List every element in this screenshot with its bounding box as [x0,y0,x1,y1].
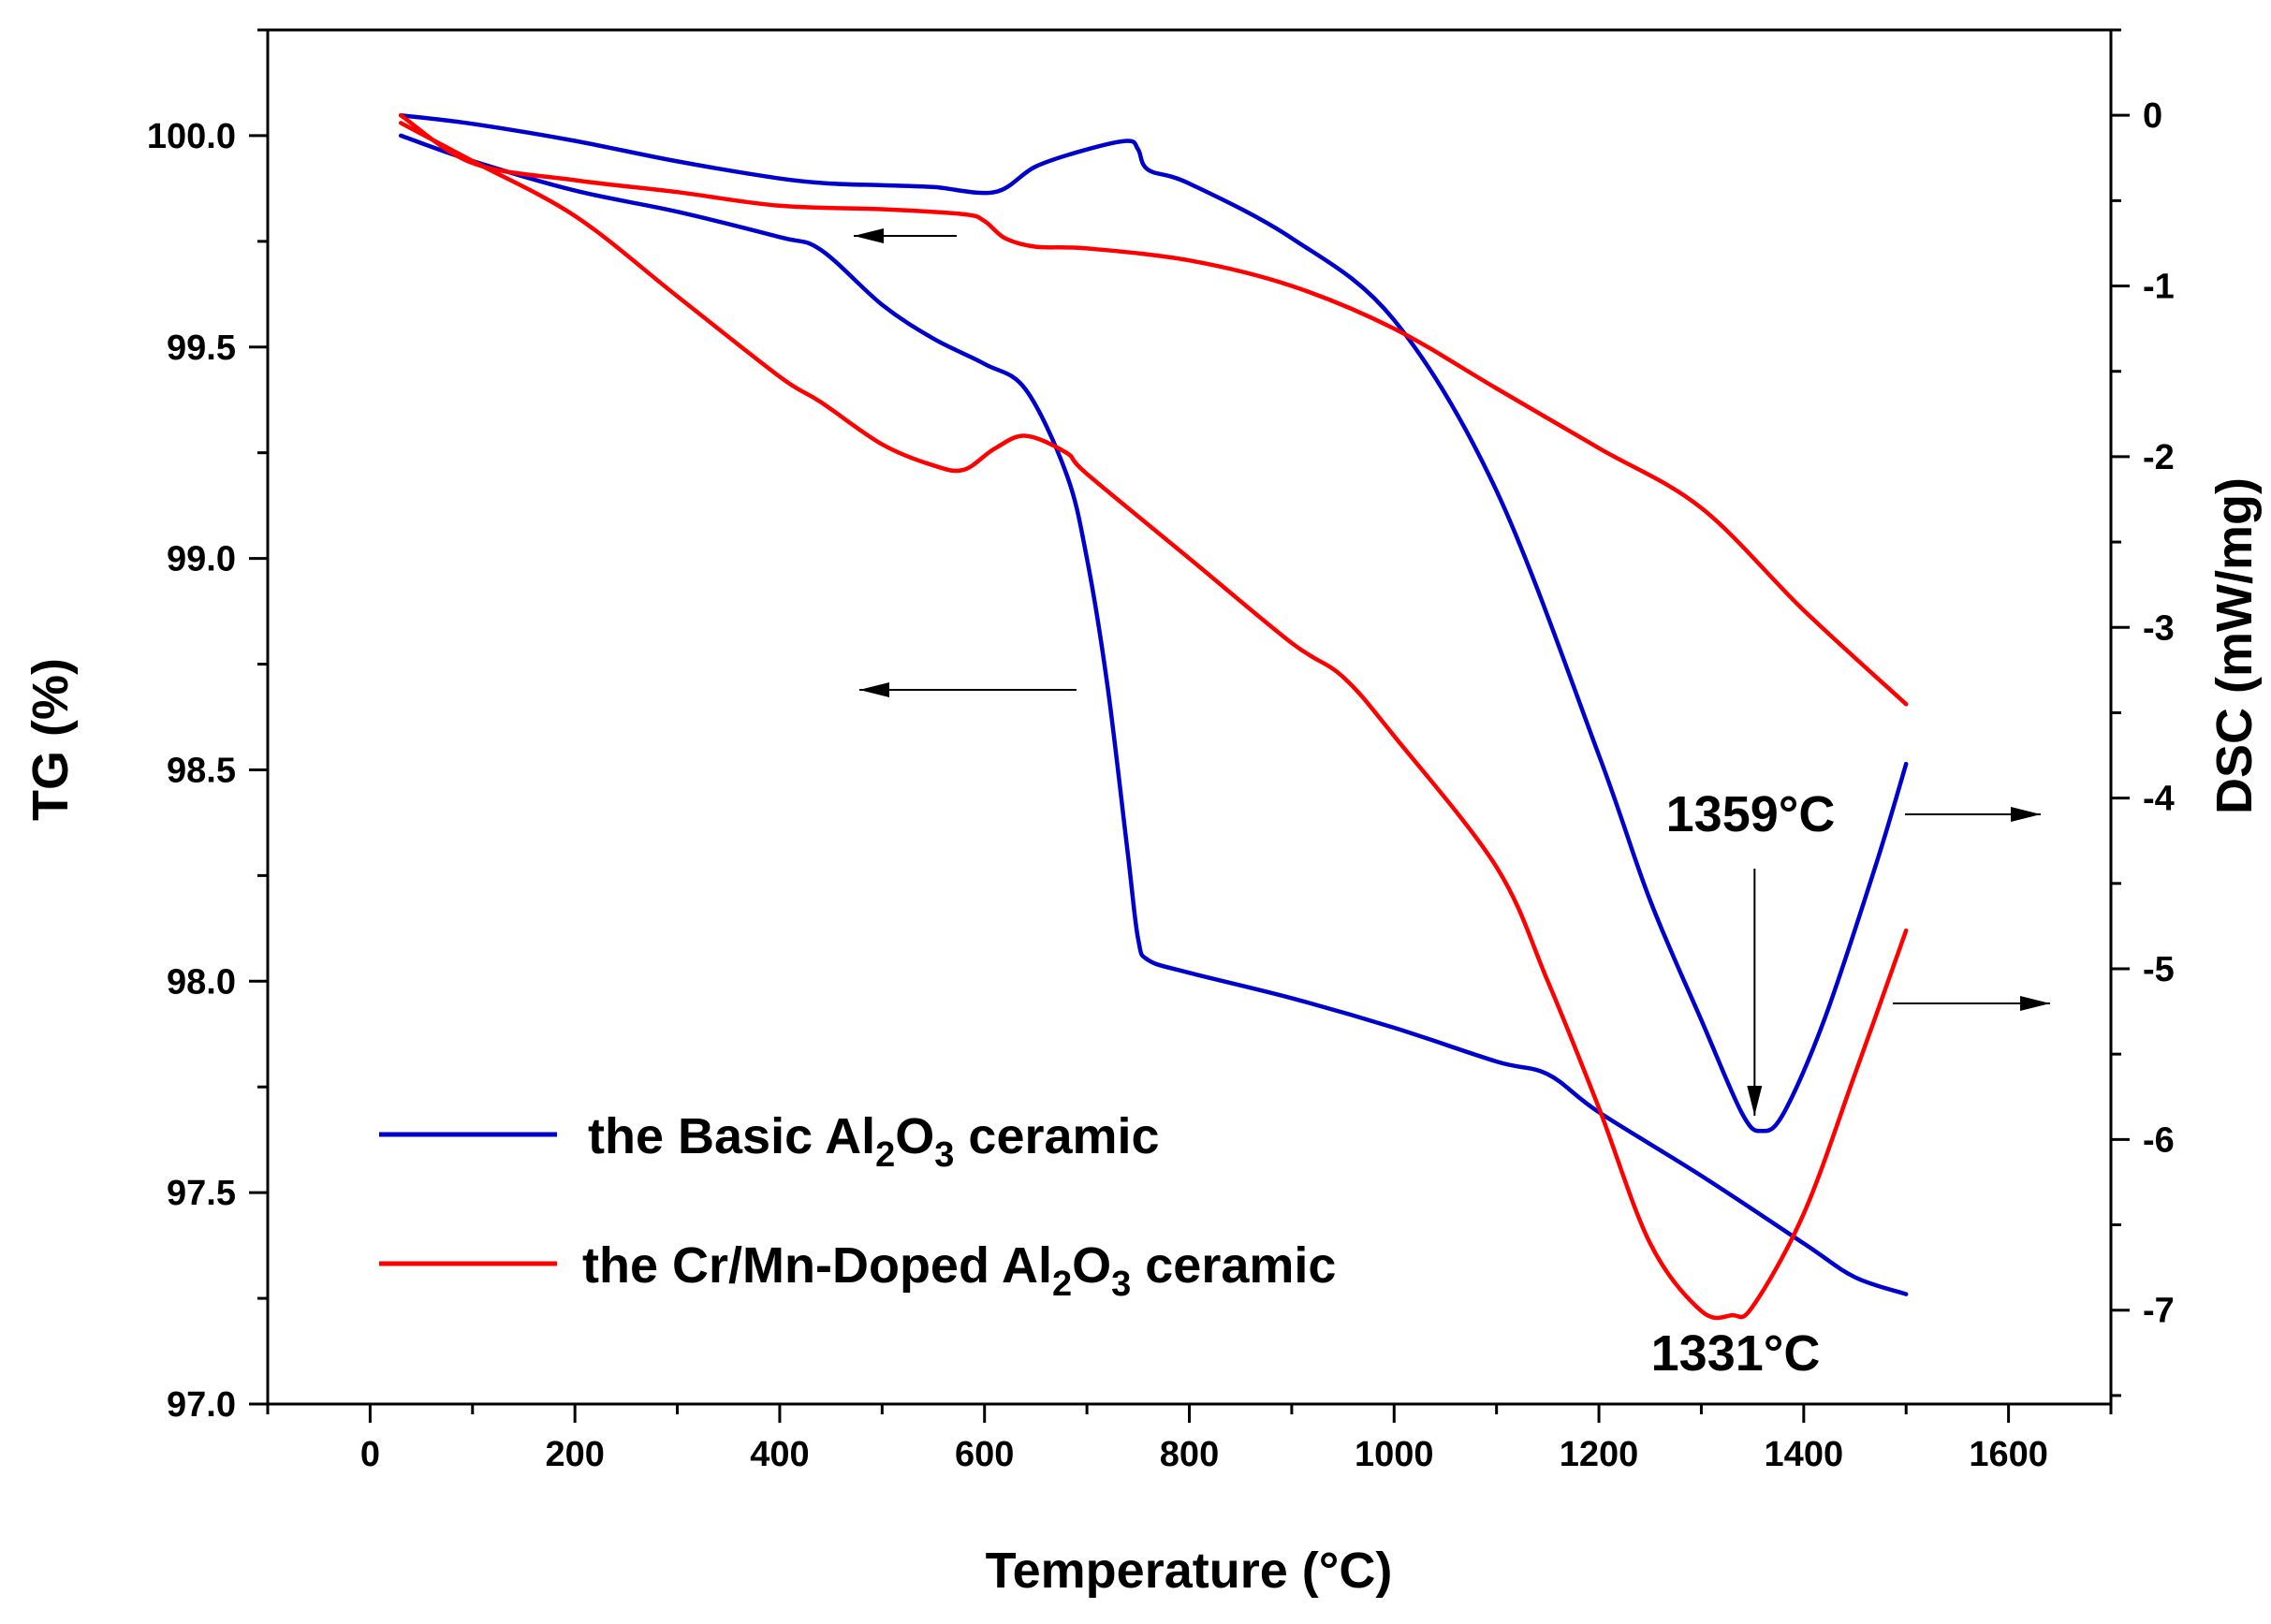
plot-frame [266,28,2113,1406]
legend-label-basic: the Basic Al2O3 ceramic [588,1108,1160,1175]
y-right-tick-label: -2 [2143,438,2175,477]
data-series [398,112,1909,1321]
x-tick-label: 1400 [1765,1435,1844,1474]
x-tick-labels: 0 200 400 600 800 1000 1200 1400 1600 [360,1435,2048,1474]
series-dsc-basic [398,112,1909,1134]
x-tick-label: 0 [360,1435,380,1474]
legend-label-doped: the Cr/Mn-Doped Al2O3 ceramic [582,1237,1336,1304]
x-tick-label: 600 [955,1435,1014,1474]
y-left-tick-label: 99.0 [167,540,236,579]
y-right-tick-label: -5 [2143,950,2175,989]
tick-marks [249,28,2130,1423]
x-axis-title: Temperature (°C) [986,1543,1393,1599]
x-tick-label: 800 [1160,1435,1219,1474]
plot-axes [266,28,2113,1406]
x-tick-label: 1600 [1969,1435,2048,1474]
arrow-to-left-axis-lower-head [859,682,889,697]
left-y-axis-title: TG (%) [22,658,79,821]
series-tg-doped [398,121,1909,1321]
right-y-tick-labels: -7 -6 -5 -4 -3 -2 -1 0 [2143,96,2175,1331]
y-right-tick-label: -1 [2143,268,2175,307]
y-right-tick-label: -7 [2143,1292,2175,1331]
x-tick-label: 200 [545,1435,604,1474]
series-dsc-doped [398,112,1909,707]
arrow-to-right-axis-lower-head [2020,996,2050,1011]
y-left-tick-label: 99.5 [167,329,236,368]
legend: the Basic Al2O3 ceramic the Cr/Mn-Doped … [379,1108,1336,1304]
y-right-tick-label: 0 [2143,96,2162,136]
arrow-to-peak-basic-head [1747,1086,1763,1116]
y-left-tick-label: 97.5 [167,1174,236,1213]
x-tick-label: 1000 [1355,1435,1434,1474]
y-left-tick-label: 98.5 [167,751,236,790]
arrow-to-left-axis-upper-head [854,228,884,243]
arrow-to-right-axis-upper-head [2011,807,2041,822]
left-y-tick-labels: 97.0 97.5 98.0 98.5 99.0 99.5 100.0 [147,117,236,1425]
peak-annotation-doped: 1331°C [1651,1325,1821,1382]
right-y-axis-title: DSC (mW/mg) [2206,477,2263,814]
x-tick-label: 1200 [1560,1435,1639,1474]
y-left-tick-label: 98.0 [167,962,236,1002]
y-right-tick-label: -4 [2143,780,2175,819]
axis-indicator-arrows [854,228,2050,1116]
y-left-tick-label: 100.0 [147,117,236,156]
y-right-tick-label: -3 [2143,608,2175,648]
peak-annotation-basic: 1359°C [1666,786,1836,842]
y-left-tick-label: 97.0 [167,1385,236,1425]
x-tick-label: 400 [750,1435,809,1474]
y-right-tick-label: -6 [2143,1120,2175,1160]
